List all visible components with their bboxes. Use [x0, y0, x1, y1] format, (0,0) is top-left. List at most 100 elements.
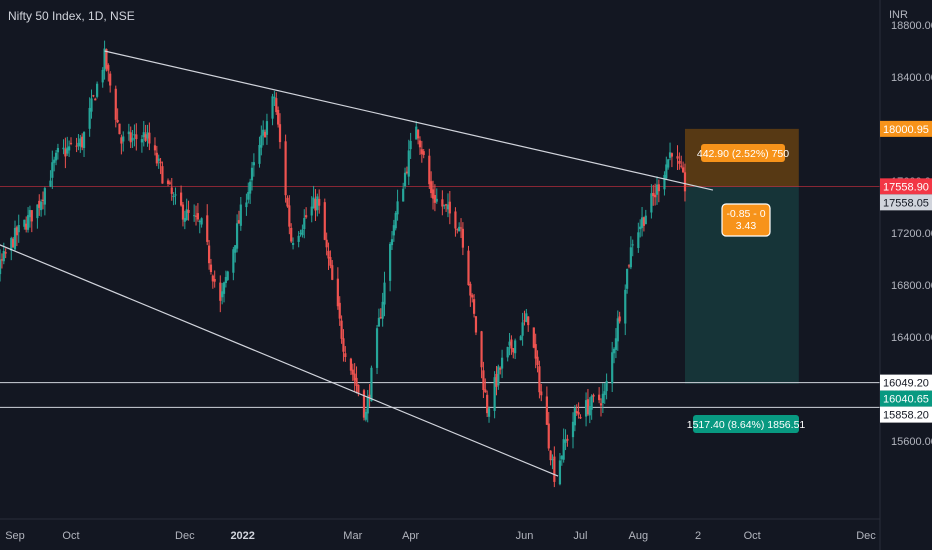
candle-body	[0, 259, 2, 275]
candle	[325, 232, 328, 256]
candle-body	[512, 348, 515, 353]
candle-body	[323, 202, 326, 240]
candle-body	[69, 142, 73, 144]
candle	[349, 357, 353, 375]
candle	[273, 90, 276, 107]
candle-body	[500, 357, 504, 369]
price-tag-bg	[880, 120, 932, 137]
candle	[258, 136, 261, 168]
candle-body	[579, 417, 582, 419]
candle-body	[603, 391, 606, 396]
candle-body	[25, 223, 28, 230]
candle	[405, 166, 409, 175]
candle	[38, 194, 41, 216]
candle-body	[260, 135, 263, 148]
candle-body	[357, 384, 360, 393]
candle	[66, 136, 69, 156]
candle	[670, 152, 674, 168]
price-tag-bg	[880, 406, 932, 423]
candle	[170, 177, 173, 201]
candle-body	[551, 459, 554, 461]
candle-body	[448, 201, 451, 214]
candle	[665, 156, 668, 180]
horizontal-lines	[0, 185, 880, 408]
candle	[469, 281, 472, 307]
candle	[159, 157, 162, 175]
candle	[179, 185, 183, 207]
candle	[618, 311, 621, 324]
candle-body	[482, 370, 485, 391]
candle-body	[499, 368, 502, 370]
candle-body	[349, 358, 353, 371]
candle-body	[547, 423, 550, 449]
candle-body	[66, 147, 69, 154]
trendlines[interactable]	[0, 50, 714, 477]
candle-body	[394, 213, 397, 229]
candle	[590, 394, 593, 420]
candle-body	[237, 220, 241, 224]
x-tick-label: 2022	[230, 530, 254, 542]
candle	[553, 446, 556, 488]
candle	[288, 195, 291, 235]
candle	[430, 171, 433, 198]
x-tick-label: Jul	[573, 530, 587, 542]
candle	[64, 137, 67, 169]
candle-body	[77, 142, 80, 146]
candle-body	[101, 69, 104, 83]
candle-body	[265, 121, 269, 135]
candle-body	[82, 132, 86, 148]
candle	[611, 341, 614, 393]
candle-body	[13, 227, 17, 250]
candle	[415, 121, 418, 140]
y-tick-label: 15600.00	[891, 436, 932, 448]
candle-body	[325, 239, 328, 248]
price-tag-bg	[880, 390, 932, 407]
candle	[101, 67, 104, 88]
candle-body	[0, 259, 4, 261]
position-tool[interactable]	[684, 128, 799, 384]
candle	[497, 364, 500, 390]
candle	[584, 392, 588, 427]
candle	[534, 333, 537, 369]
candle	[362, 388, 366, 421]
candle-body	[458, 226, 461, 232]
x-tick-label: Apr	[402, 530, 419, 542]
candle	[562, 428, 565, 463]
price-tag: 18000.95	[880, 120, 932, 137]
candle	[219, 275, 222, 313]
candle	[527, 316, 530, 332]
candle	[336, 267, 339, 310]
candle-body	[174, 194, 177, 196]
candle-body	[592, 394, 595, 397]
y-tick-label: 16400.00	[891, 332, 932, 344]
candle-body	[222, 282, 226, 294]
candle-body	[221, 291, 224, 298]
candle	[353, 363, 356, 392]
candle-body	[430, 181, 433, 194]
candle	[148, 122, 151, 151]
candle-body	[396, 201, 399, 215]
candle-body	[676, 156, 679, 159]
candle-body	[56, 147, 60, 153]
candle	[626, 268, 629, 294]
candle-body	[446, 204, 450, 210]
candle-body	[444, 204, 448, 206]
candle-body	[79, 138, 82, 147]
candle	[107, 63, 110, 82]
candle	[575, 404, 578, 416]
candle	[551, 454, 554, 470]
candle	[17, 214, 20, 243]
candle	[187, 200, 190, 221]
candle	[642, 216, 646, 232]
candle-body	[226, 271, 229, 280]
candle-body	[278, 124, 282, 143]
candle	[612, 347, 616, 364]
candle-body	[273, 97, 276, 99]
candle	[342, 329, 345, 362]
candle	[211, 274, 214, 289]
candle	[579, 414, 582, 419]
risk-reward-bg	[721, 203, 771, 237]
price-tag: 17558.05	[880, 194, 932, 211]
candle-body	[213, 278, 216, 282]
